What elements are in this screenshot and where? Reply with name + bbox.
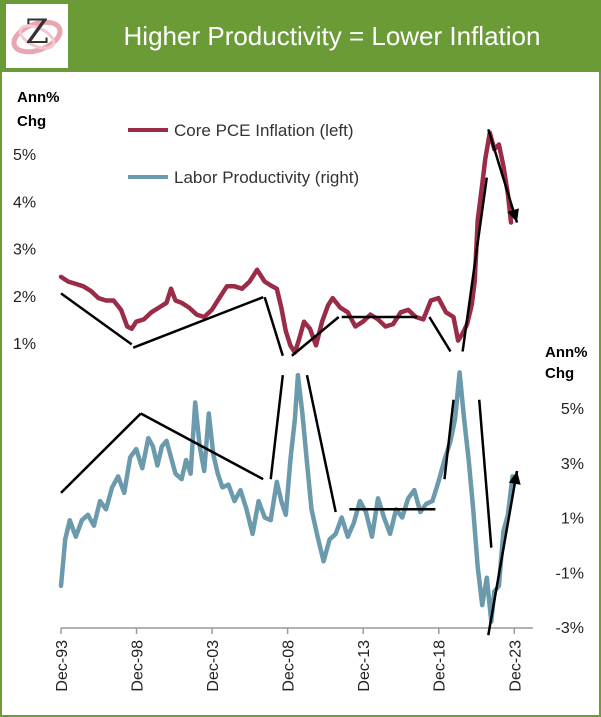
right-tick-label: 5% — [561, 401, 584, 418]
x-tick-label: Dec-08 — [281, 640, 298, 692]
logo-swirl-icon — [11, 19, 63, 55]
inflation-line — [58, 130, 514, 355]
trend-line — [60, 292, 133, 346]
x-tick-label: Dec-13 — [356, 640, 373, 692]
left-tick-label: 4% — [13, 194, 36, 211]
trend-line — [443, 399, 455, 480]
title-banner: Z Higher Productivity = Lower Inflation — [0, 0, 601, 72]
trend-line — [132, 296, 264, 349]
right-tick-label: -1% — [556, 565, 584, 582]
right-tick-label: -3% — [556, 620, 584, 637]
left-tick-label: 1% — [13, 336, 36, 353]
logo-letter: Z — [25, 12, 49, 52]
legend: Core PCE Inflation (left) Labor Producti… — [128, 121, 359, 187]
left-tick-label: 3% — [13, 242, 36, 259]
right-axis-label-line1: Ann% — [545, 344, 588, 361]
arrowhead-icon — [507, 208, 519, 223]
trend-line — [305, 374, 337, 513]
trend-line — [428, 316, 452, 353]
right-axis-ticks: 5% 3% 1% -1% -3% — [556, 401, 584, 637]
trend-arrow-shaft — [487, 470, 519, 636]
logo: Z — [6, 4, 68, 68]
right-tick-label: 3% — [561, 456, 584, 473]
x-tick-label: Dec-18 — [432, 640, 449, 692]
left-tick-label: 2% — [13, 289, 36, 306]
trend-lines — [60, 177, 493, 548]
trend-line — [291, 316, 340, 357]
chart-title: Higher Productivity = Lower Inflation — [123, 21, 541, 51]
left-tick-label: 5% — [13, 147, 36, 164]
left-axis-ticks: 5% 4% 3% 2% 1% — [13, 147, 36, 353]
right-axis-label-line2: Chg — [545, 365, 574, 382]
trend-line — [269, 375, 285, 480]
x-axis: Dec-93 Dec-98 Dec-03 Dec-08 Dec-13 Dec-18 Dec-… — [54, 627, 533, 692]
series-lines — [58, 130, 515, 624]
trend-line — [263, 296, 284, 357]
trend-line — [140, 412, 264, 481]
trend-arrows — [487, 129, 521, 636]
trend-line — [477, 399, 493, 548]
left-axis-label-line2: Chg — [17, 113, 46, 130]
legend-label-productivity: Labor Productivity (right) — [174, 168, 359, 187]
trend-line — [60, 412, 142, 494]
productivity-line — [58, 370, 515, 624]
x-tick-label: Dec-03 — [205, 640, 222, 692]
trend-line — [461, 177, 489, 352]
left-axis-label-line1: Ann% — [17, 89, 60, 106]
x-tick-label: Dec-23 — [507, 640, 524, 692]
right-tick-label: 1% — [561, 511, 584, 528]
x-tick-label: Dec-98 — [130, 640, 147, 692]
arrowhead-icon — [508, 470, 521, 485]
x-tick-label: Dec-93 — [54, 640, 71, 692]
trend-arrow-shaft — [487, 129, 519, 223]
legend-label-inflation: Core PCE Inflation (left) — [174, 121, 354, 140]
